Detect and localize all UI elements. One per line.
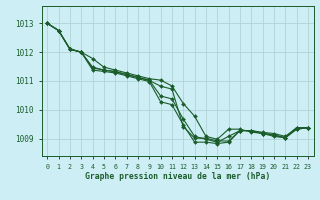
X-axis label: Graphe pression niveau de la mer (hPa): Graphe pression niveau de la mer (hPa) xyxy=(85,172,270,181)
